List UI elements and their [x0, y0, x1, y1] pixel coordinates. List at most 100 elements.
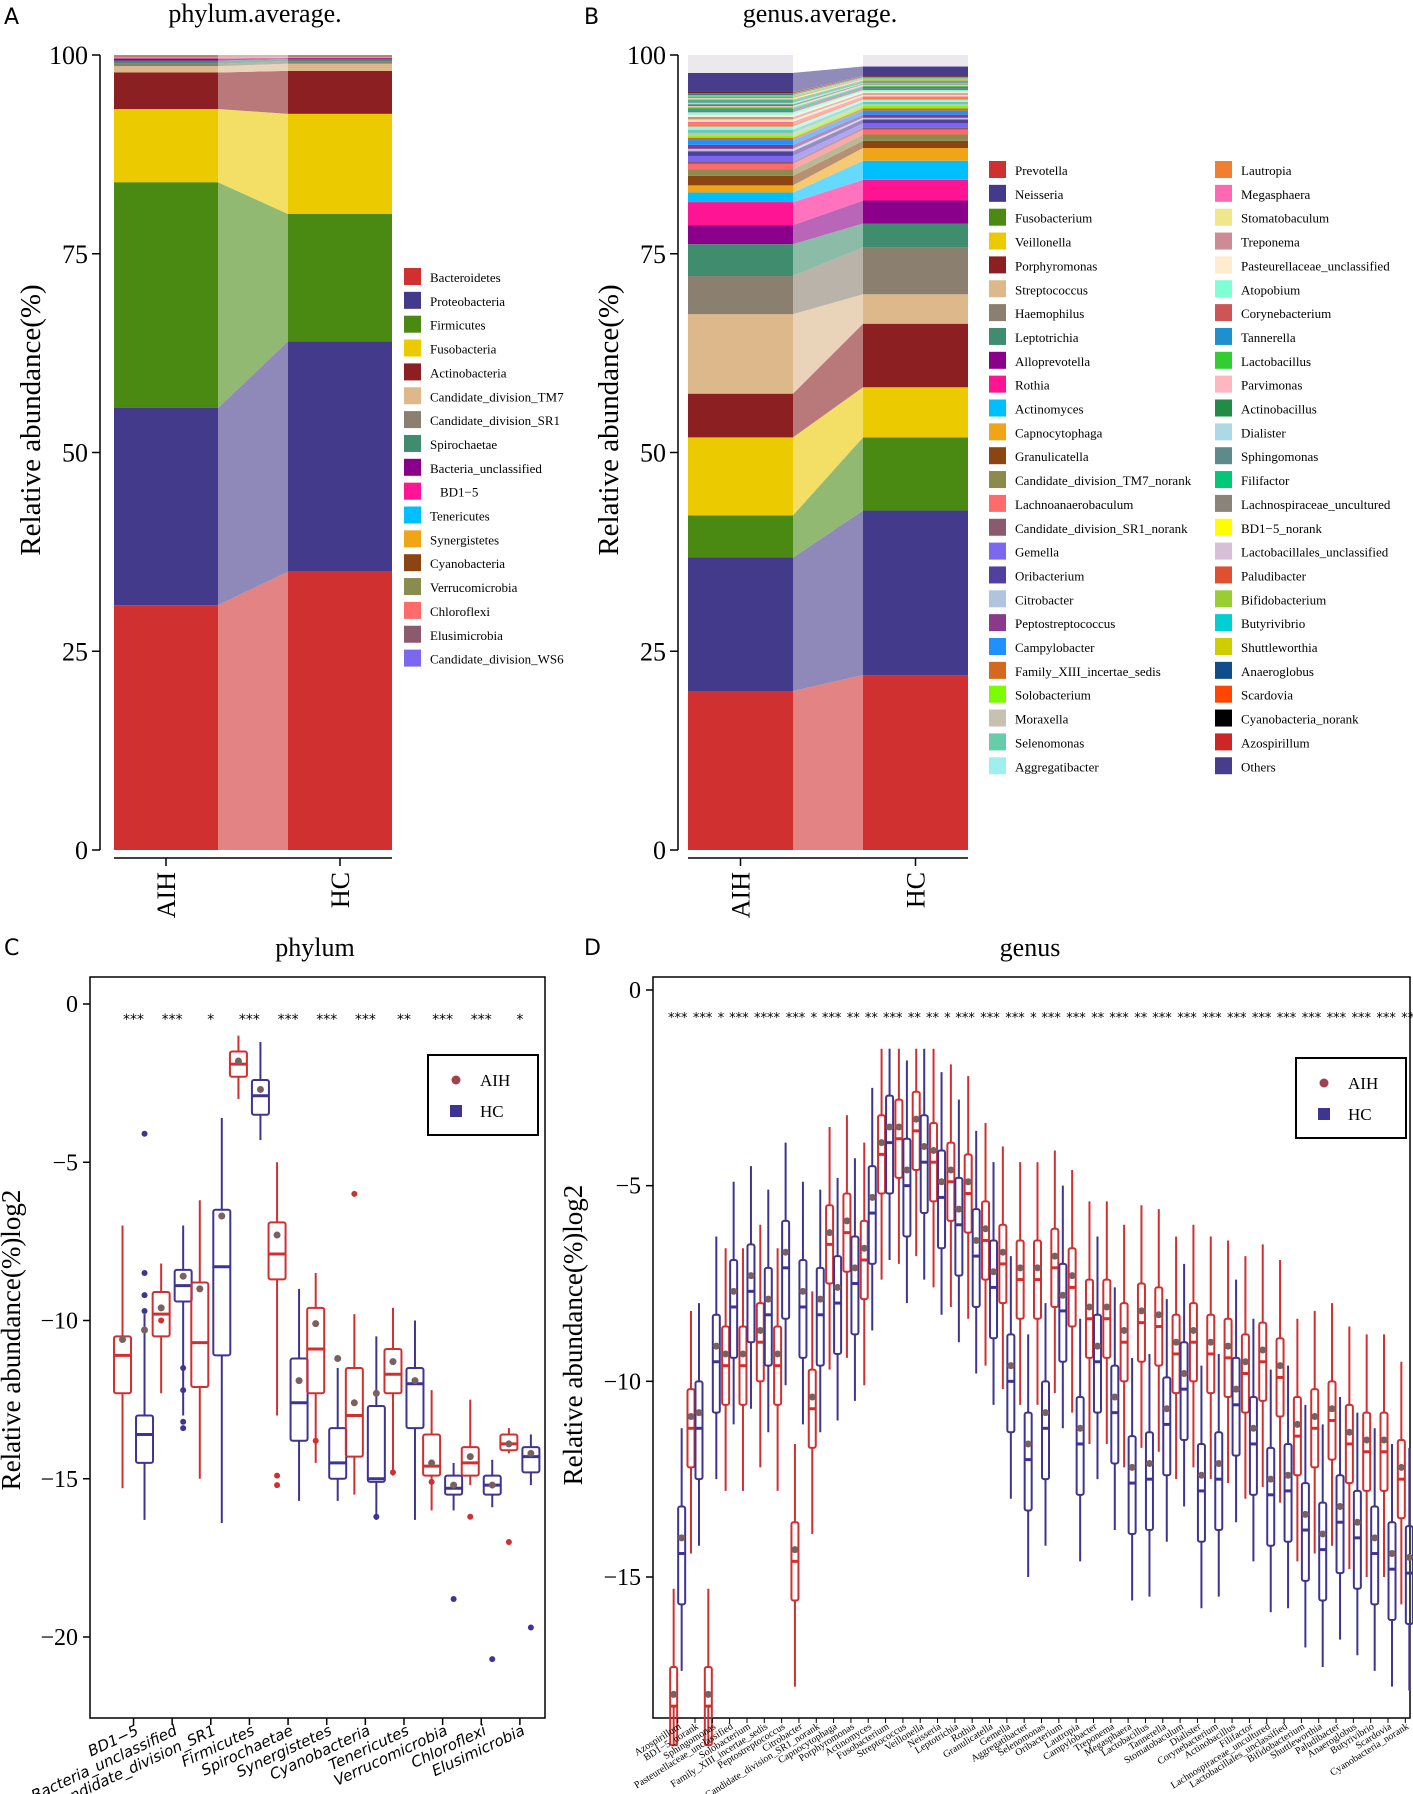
flow-band-tenericutes [218, 57, 288, 59]
legend-label-filifactor: Filifactor [1241, 473, 1290, 488]
bar-segment-aih-bacteroidetes [114, 605, 218, 850]
flow-band-candidate-division-sr1 [218, 61, 288, 67]
bar-segment-aih-lactobacillus [688, 107, 793, 110]
bar-segment-aih-actinobacteria [114, 72, 218, 110]
flow-band-campylobacter [793, 110, 863, 145]
box-hc-15-box [937, 1149, 947, 1250]
flow-band-veillonella [793, 387, 863, 516]
legend-swatch-streptococcus [989, 280, 1006, 298]
box-aih-5-mean-point [312, 1320, 320, 1328]
bar-segment-hc-fusobacteria [288, 113, 392, 214]
flow-band-fusobacterium [793, 437, 863, 558]
box-aih-33-mean-point [1241, 1358, 1249, 1366]
legend-swatch-shuttleworthia [1215, 638, 1232, 655]
legend-label-actinomyces: Actinomyces [1015, 402, 1084, 417]
box-aih-37-mean-point [1311, 1413, 1319, 1421]
box-hc-1-outlier [180, 1418, 187, 1425]
bar-segment-hc-spirochaetae [288, 58, 392, 62]
panel-d-ylabel: Relative abundance(%)log2 [558, 1185, 588, 1486]
legend-label-candidate-division-tm7-norank: Candidate_division_TM7_norank [1015, 473, 1192, 488]
panel-letter-c: C [4, 936, 19, 961]
significance-marker: *** [1252, 1011, 1272, 1026]
plot-frame [89, 976, 546, 1719]
significance-marker: *** [1005, 1011, 1025, 1026]
bar-segment-aih-sphingomonas [688, 101, 793, 103]
significance-marker: *** [1202, 1011, 1222, 1026]
box-hc-21-mean-point [1042, 1409, 1049, 1417]
box-hc-6-box [366, 1404, 386, 1483]
bar-segment-aih-bifidobacterium [688, 96, 793, 98]
legend-swatch-bd1-5 [404, 482, 421, 500]
box-hc-1-box [694, 1380, 704, 1481]
box-aih-2-mean-point [704, 1690, 712, 1698]
box-aih-3-mean-point [722, 1350, 730, 1358]
box-hc-26-mean-point [1128, 1463, 1136, 1471]
box-aih-5-box [306, 1306, 326, 1395]
legend-label-bd1-5: BD1−5 [440, 485, 478, 500]
box-hc-1-outlier [180, 1364, 187, 1371]
legend-swatch-bacteria-unclassified [404, 458, 421, 476]
legend-swatch-lachnospiraceae-uncultured [1215, 494, 1232, 512]
legend-label-proteobacteria: Proteobacteria [430, 294, 505, 309]
box-hc-2-mean-point [712, 1342, 720, 1350]
flow-band-oribacterium [793, 119, 863, 156]
bar-segment-aih-spirochaetae [114, 60, 218, 64]
legend-label-fusobacterium: Fusobacterium [1015, 211, 1092, 226]
legend-label-family-xiii-incertae-sedis: Family_XIII_incertae_sedis [1015, 664, 1161, 679]
box-hc-19-mean-point [1007, 1362, 1015, 1370]
box-aih-0-mean-point [119, 1335, 127, 1343]
bar-segment-hc-veillonella [863, 387, 968, 438]
flow-band-paludibacter [793, 78, 863, 98]
bar-segment-aih-stomatobaculum [688, 119, 793, 122]
box-hc-0-mean-point [678, 1534, 686, 1542]
box-aih-18-mean-point [982, 1225, 990, 1233]
bar-segment-hc-candidate-division-tm7 [288, 63, 392, 71]
box-hc-34-mean-point [1267, 1475, 1275, 1483]
box-aih-4-outlier [274, 1472, 281, 1479]
legend-label-hc: HC [480, 1102, 504, 1121]
bar-segment-aih-solobacterium [688, 135, 793, 138]
significance-marker: *** [980, 1011, 1000, 1026]
box-aih-8-outlier [428, 1478, 435, 1485]
flow-band-haemophilus [793, 247, 863, 315]
bar-segment-hc-dialister [863, 82, 968, 84]
box-hc-12-mean-point [886, 1123, 894, 1131]
bar-segment-aih-bd1-5-norank [688, 98, 793, 100]
bar-segment-hc-moraxella [863, 104, 968, 106]
box-hc-3-mean-point [256, 1085, 264, 1093]
box-hc-22-mean-point [1059, 1291, 1067, 1299]
box-hc-5-mean-point [334, 1354, 342, 1362]
bar-segment-aih-campylobacter [688, 140, 793, 145]
flow-band-gemella [793, 123, 863, 162]
box-hc-42-mean-point [1405, 1553, 1413, 1561]
box-hc-23-mean-point [1076, 1424, 1084, 1432]
panel-b-title: genus.average. [743, 0, 897, 28]
box-hc-22-box [1058, 1262, 1068, 1363]
legend-label-moraxella: Moraxella [1015, 712, 1069, 727]
box-hc-8-mean-point [450, 1481, 458, 1489]
legend-swatch-megasphaera [1215, 184, 1232, 202]
legend-swatch-leptotrichia [989, 327, 1006, 345]
bar-segment-hc-tannerella [863, 86, 968, 89]
box-hc-14-box [919, 1114, 929, 1215]
y-tick-label: 75 [640, 240, 666, 269]
box-hc-19-box [1006, 1333, 1016, 1434]
box-aih-3-mean-point [234, 1057, 242, 1065]
bar-segment-hc-pasteurellaceae-unclassified [863, 91, 968, 94]
box-aih-8-box [422, 1433, 442, 1477]
legend-label-bifidobacterium: Bifidobacterium [1241, 592, 1326, 607]
bar-segment-aih-actinobacillus [688, 104, 793, 106]
box-hc-41-mean-point [1388, 1550, 1396, 1558]
legend-label-candidate-division-sr1-norank: Candidate_division_SR1_norank [1015, 521, 1188, 536]
y-tick-label: −10 [603, 1369, 641, 1395]
flow-band-atopobium [793, 89, 863, 115]
legend-swatch-others [1215, 757, 1232, 775]
bar-segment-aih-gemella [688, 155, 793, 162]
y-tick-label: 25 [62, 637, 88, 666]
bar-segment-hc-candidate-division-sr1-norank [863, 127, 968, 130]
bar-segment-hc-sphingomonas [863, 82, 968, 83]
box-hc-10-mean-point [851, 1264, 859, 1272]
flow-band-lachnoanaerobaculum [793, 129, 863, 170]
box-hc-2-box [212, 1208, 232, 1357]
significance-marker: *** [955, 1011, 975, 1026]
